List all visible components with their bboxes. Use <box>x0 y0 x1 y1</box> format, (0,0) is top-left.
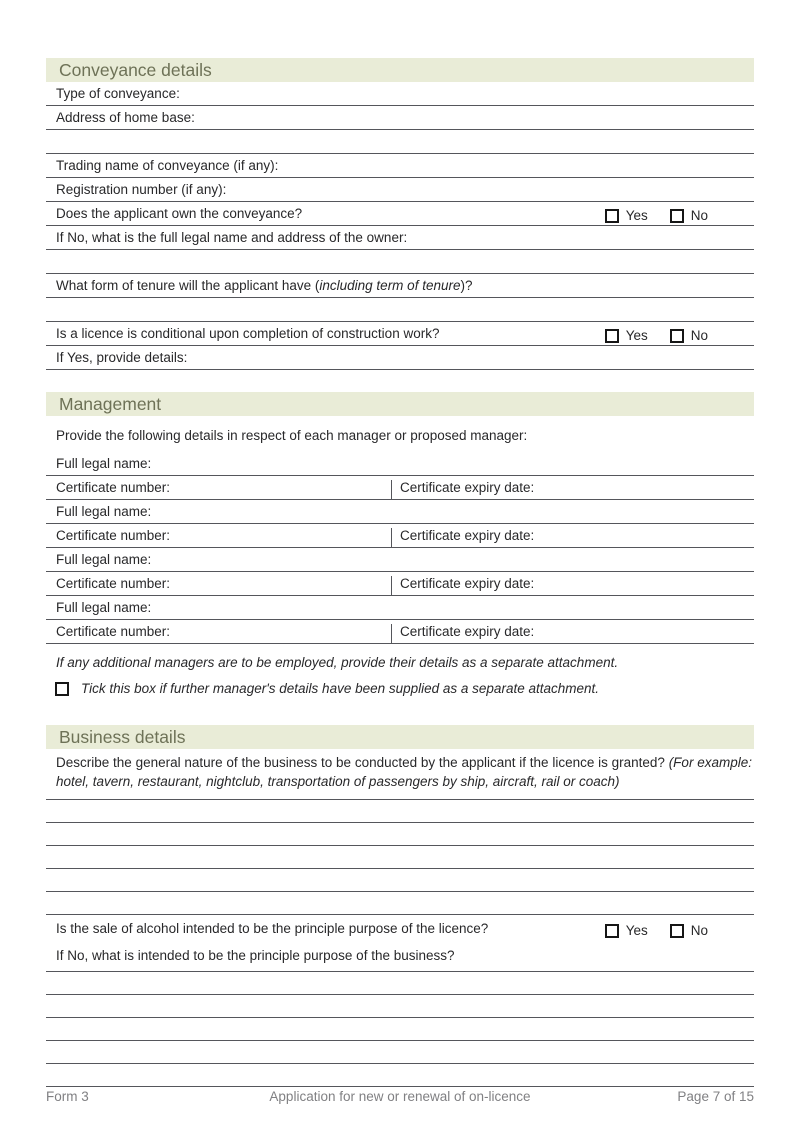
question-owns-conveyance: Does the applicant own the conveyance? Y… <box>46 202 754 226</box>
yes-checkbox[interactable] <box>604 923 619 938</box>
field-principle-purpose[interactable]: If No, what is intended to be the princi… <box>46 940 754 972</box>
field-type-of-conveyance[interactable]: Type of conveyance: <box>46 82 754 106</box>
manager-certificate-row: Certificate number: Certificate expiry d… <box>46 476 754 500</box>
field-label: If Yes, provide details: <box>56 350 188 365</box>
answer-line[interactable] <box>46 1018 754 1041</box>
yes-no-group: Yes No <box>604 328 708 343</box>
question-label: Is the sale of alcohol intended to be th… <box>56 921 489 936</box>
tick-note: Tick this box if further manager's detai… <box>81 681 599 696</box>
answer-line[interactable] <box>46 892 754 915</box>
field-label: What form of tenure will the applicant h… <box>56 278 473 293</box>
attachment-tick-row: Tick this box if further manager's detai… <box>46 675 754 702</box>
no-label: No <box>690 328 708 343</box>
field-manager-full-name[interactable]: Full legal name: <box>46 548 754 572</box>
no-checkbox[interactable] <box>669 328 684 343</box>
manager-certificate-row: Certificate number: Certificate expiry d… <box>46 572 754 596</box>
field-label: Type of conveyance: <box>56 86 180 101</box>
yes-no-group: Yes No <box>604 923 708 938</box>
no-checkbox[interactable] <box>669 208 684 223</box>
answer-line[interactable] <box>46 250 754 274</box>
yes-label: Yes <box>625 328 648 343</box>
section-title: Conveyance details <box>59 59 212 80</box>
yes-label: Yes <box>625 923 648 938</box>
field-label: Full legal name: <box>56 456 152 471</box>
answer-line[interactable] <box>46 972 754 995</box>
field-manager-full-name[interactable]: Full legal name: <box>46 500 754 524</box>
field-certificate-expiry[interactable]: Certificate expiry date: <box>391 576 754 595</box>
business-nature-question: Describe the general nature of the busin… <box>46 754 754 800</box>
page-footer: Form 3 Application for new or renewal of… <box>46 1089 754 1104</box>
question-construction-conditional: Is a licence is conditional upon complet… <box>46 322 754 346</box>
answer-line[interactable] <box>46 298 754 322</box>
manager-certificate-row: Certificate number: Certificate expiry d… <box>46 524 754 548</box>
attachment-checkbox[interactable] <box>55 681 69 696</box>
answer-line[interactable] <box>46 869 754 892</box>
field-label: Full legal name: <box>56 552 152 567</box>
question-label: Does the applicant own the conveyance? <box>56 206 303 221</box>
footer-document-title: Application for new or renewal of on-lic… <box>269 1089 531 1104</box>
no-label: No <box>690 923 708 938</box>
manager-certificate-row: Certificate number: Certificate expiry d… <box>46 620 754 644</box>
field-trading-name[interactable]: Trading name of conveyance (if any): <box>46 154 754 178</box>
answer-line[interactable] <box>46 846 754 869</box>
answer-line[interactable] <box>46 823 754 846</box>
section-header-conveyance: Conveyance details <box>46 58 754 82</box>
field-certificate-expiry[interactable]: Certificate expiry date: <box>391 624 754 643</box>
field-certificate-expiry[interactable]: Certificate expiry date: <box>391 528 754 547</box>
additional-managers-note: If any additional managers are to be emp… <box>56 655 619 670</box>
section-title: Management <box>59 393 162 414</box>
field-certificate-number[interactable]: Certificate number: <box>56 624 171 639</box>
answer-line[interactable] <box>46 995 754 1018</box>
section-title: Business details <box>59 726 186 747</box>
yes-checkbox[interactable] <box>604 208 619 223</box>
field-label: Full legal name: <box>56 600 152 615</box>
yes-checkbox[interactable] <box>604 328 619 343</box>
field-label: Full legal name: <box>56 504 152 519</box>
yes-no-group: Yes No <box>604 208 708 223</box>
no-label: No <box>690 208 708 223</box>
field-manager-full-name[interactable]: Full legal name: <box>46 452 754 476</box>
no-checkbox[interactable] <box>669 923 684 938</box>
management-intro: Provide the following details in respect… <box>56 428 528 443</box>
field-owner-name-address[interactable]: If No, what is the full legal name and a… <box>46 226 754 250</box>
answer-line[interactable] <box>46 800 754 823</box>
section-header-management: Management <box>46 392 754 416</box>
field-label: Registration number (if any): <box>56 182 227 197</box>
question-label: Is a licence is conditional upon complet… <box>56 326 440 341</box>
field-label: Address of home base: <box>56 110 195 125</box>
answer-line[interactable] <box>46 1064 754 1087</box>
section-header-business: Business details <box>46 725 754 749</box>
field-address-of-home-base[interactable]: Address of home base: <box>46 106 754 130</box>
field-certificate-expiry[interactable]: Certificate expiry date: <box>391 480 754 499</box>
field-certificate-number[interactable]: Certificate number: <box>56 576 171 591</box>
answer-line[interactable] <box>46 1041 754 1064</box>
field-form-of-tenure[interactable]: What form of tenure will the applicant h… <box>46 274 754 298</box>
field-registration-number[interactable]: Registration number (if any): <box>46 178 754 202</box>
field-label: If No, what is the full legal name and a… <box>56 230 408 245</box>
footer-page-number: Page 7 of 15 <box>677 1089 754 1104</box>
field-certificate-number[interactable]: Certificate number: <box>56 528 171 543</box>
field-label: Trading name of conveyance (if any): <box>56 158 279 173</box>
field-certificate-number[interactable]: Certificate number: <box>56 480 171 495</box>
field-label: If No, what is intended to be the princi… <box>56 948 455 963</box>
yes-label: Yes <box>625 208 648 223</box>
field-if-yes-details[interactable]: If Yes, provide details: <box>46 346 754 370</box>
footer-form-number: Form 3 <box>46 1089 89 1104</box>
field-manager-full-name[interactable]: Full legal name: <box>46 596 754 620</box>
question-alcohol-principle-purpose: Is the sale of alcohol intended to be th… <box>46 915 754 940</box>
answer-line[interactable] <box>46 130 754 154</box>
